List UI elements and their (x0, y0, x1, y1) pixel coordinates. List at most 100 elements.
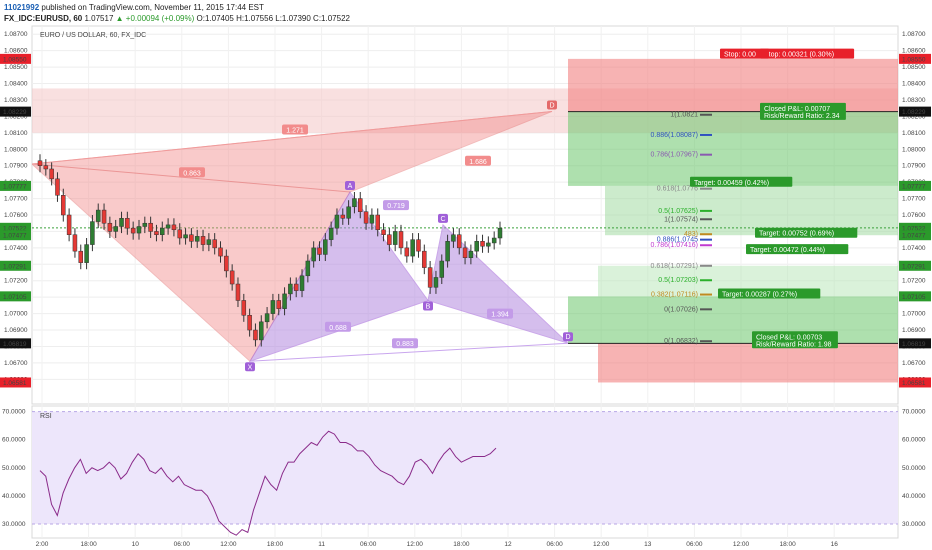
candle[interactable] (189, 234, 194, 242)
candle[interactable] (247, 315, 252, 331)
candle[interactable] (66, 214, 72, 235)
candle[interactable] (398, 231, 404, 249)
candle[interactable] (323, 239, 328, 255)
candle[interactable] (200, 236, 206, 245)
candle[interactable] (422, 250, 427, 268)
candle[interactable] (456, 234, 462, 249)
trade-label-box[interactable] (752, 331, 838, 349)
candle[interactable] (119, 218, 124, 227)
candle[interactable] (107, 222, 113, 232)
candle[interactable] (392, 231, 398, 245)
candle[interactable] (165, 224, 171, 229)
candle[interactable] (439, 260, 445, 278)
publisher-username[interactable]: 11021992 (4, 3, 40, 12)
candle[interactable] (491, 237, 497, 244)
candle[interactable] (416, 239, 421, 252)
candle[interactable] (84, 244, 89, 263)
candle[interactable] (369, 214, 375, 224)
x-tick-label: 16 (831, 541, 839, 548)
x-tick-label: 18:00 (267, 541, 284, 548)
rsi-y-tick: 30.0000 (902, 521, 926, 528)
candle[interactable] (410, 239, 415, 257)
candle[interactable] (130, 227, 136, 234)
candle[interactable] (288, 283, 293, 295)
trade-label-box[interactable] (760, 48, 855, 59)
candle[interactable] (328, 227, 334, 240)
candle[interactable] (259, 321, 264, 341)
candle[interactable] (142, 222, 148, 227)
candle[interactable] (160, 227, 165, 235)
candle[interactable] (433, 277, 439, 288)
candle[interactable] (445, 241, 450, 262)
candle[interactable] (427, 267, 433, 288)
fib-level-label: 0(1.07026) (664, 306, 698, 313)
candle[interactable] (241, 300, 247, 316)
candle[interactable] (90, 221, 95, 245)
candle[interactable] (387, 234, 392, 245)
candle[interactable] (340, 214, 346, 219)
candle[interactable] (305, 260, 311, 277)
candle[interactable] (363, 211, 369, 224)
candle[interactable] (474, 241, 479, 252)
candle[interactable] (468, 250, 474, 258)
trade-label-box[interactable] (755, 227, 858, 238)
candle[interactable] (264, 313, 270, 323)
price-axis-tag-label: 1.08550 (902, 56, 926, 63)
candle[interactable] (206, 239, 212, 245)
candle[interactable] (497, 227, 503, 239)
candle[interactable] (381, 229, 386, 235)
candle[interactable] (293, 283, 299, 291)
candle[interactable] (334, 214, 340, 229)
candle[interactable] (282, 293, 287, 309)
candle[interactable] (317, 247, 322, 255)
y-tick-label: 1.08400 (902, 81, 926, 88)
candle[interactable] (49, 168, 54, 180)
candle[interactable] (154, 231, 159, 235)
candle[interactable] (183, 234, 188, 239)
candle[interactable] (299, 275, 305, 291)
trade-label-box[interactable] (718, 288, 821, 299)
candle[interactable] (72, 234, 78, 252)
candle[interactable] (229, 270, 235, 285)
trade-label-box[interactable] (760, 102, 846, 120)
trade-label-box[interactable] (746, 244, 849, 255)
candle[interactable] (177, 229, 182, 239)
candle[interactable] (171, 224, 177, 231)
candle[interactable] (346, 206, 351, 219)
candle[interactable] (113, 226, 118, 232)
candle[interactable] (480, 241, 485, 247)
candle[interactable] (218, 247, 223, 257)
price-axis-tag-left (0, 377, 31, 388)
candle[interactable] (212, 239, 217, 249)
x-tick-label: 18:00 (453, 541, 470, 548)
trade-label-box[interactable] (690, 176, 793, 187)
candle[interactable] (55, 178, 60, 196)
candle[interactable] (311, 247, 316, 262)
candle[interactable] (462, 247, 468, 258)
candle[interactable] (235, 283, 241, 301)
candle[interactable] (404, 247, 410, 257)
candle[interactable] (352, 198, 357, 208)
candle[interactable] (78, 250, 84, 263)
candle[interactable] (43, 165, 49, 170)
candle[interactable] (451, 234, 456, 242)
candle[interactable] (125, 218, 130, 229)
candle[interactable] (37, 160, 43, 166)
candle[interactable] (194, 236, 200, 242)
candle[interactable] (375, 214, 380, 231)
trade-label-box[interactable] (720, 48, 769, 59)
candle[interactable] (136, 226, 142, 234)
candle[interactable] (486, 242, 491, 247)
candle[interactable] (358, 198, 363, 212)
candle[interactable] (224, 255, 229, 272)
rsi-line[interactable] (39, 430, 497, 536)
candle[interactable] (148, 222, 153, 232)
candle[interactable] (95, 209, 101, 222)
candle[interactable] (61, 195, 66, 216)
price-axis-tag-label: 1.08229 (902, 109, 926, 116)
candle[interactable] (276, 300, 281, 309)
candle[interactable] (270, 300, 276, 314)
candle[interactable] (253, 329, 258, 341)
candle[interactable] (101, 209, 107, 224)
